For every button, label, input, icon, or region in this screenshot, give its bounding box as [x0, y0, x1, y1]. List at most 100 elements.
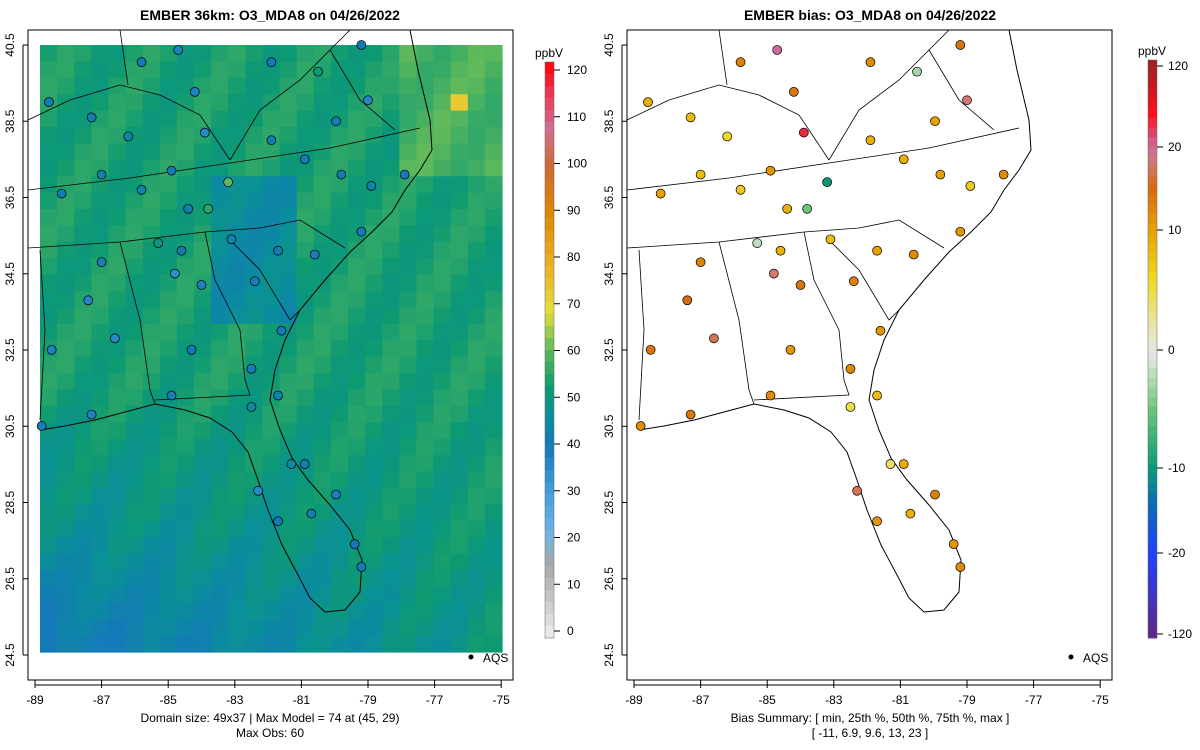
raster-cell — [484, 389, 503, 407]
obs-point — [299, 154, 310, 165]
colorbar-cell — [1148, 618, 1157, 629]
raster-cell — [382, 487, 400, 505]
y-tick-label: 34.5 — [3, 262, 17, 286]
raster-cell — [330, 619, 349, 637]
raster-cell — [245, 520, 264, 538]
raster-cell — [40, 241, 58, 259]
raster-cell — [484, 438, 503, 456]
raster-cell — [57, 225, 75, 243]
raster-cell — [433, 258, 452, 276]
raster-cell — [57, 45, 75, 63]
raster-cell — [416, 487, 435, 505]
raster-cell — [108, 520, 127, 538]
raster-cell — [57, 553, 75, 571]
raster-cell — [382, 274, 400, 292]
raster-cell — [416, 209, 435, 227]
raster-cell — [245, 241, 264, 259]
right-colorbar: 120 20 10 0 -10 -20 -120 — [1147, 59, 1192, 641]
colorbar-cell — [545, 542, 554, 555]
left-title: EMBER 36km: O3_MDA8 on 04/26/2022 — [140, 7, 400, 23]
obs-point — [366, 181, 377, 191]
raster-cell — [348, 520, 366, 538]
raster-cell — [40, 323, 58, 341]
colorbar-cell — [1148, 493, 1157, 504]
obs-point — [199, 127, 210, 138]
raster-cell — [228, 159, 246, 177]
bias-point — [872, 390, 882, 401]
raster-cell — [176, 471, 195, 489]
raster-cell — [279, 225, 298, 243]
raster-cell — [450, 553, 469, 571]
raster-cell — [450, 619, 469, 637]
raster-cell — [330, 258, 349, 276]
raster-cell — [159, 537, 178, 555]
raster-cell — [365, 619, 383, 637]
raster-cell — [416, 405, 435, 423]
raster-cell — [365, 192, 383, 210]
raster-cell — [176, 504, 195, 522]
raster-cell — [125, 569, 144, 587]
raster-cell — [74, 635, 92, 653]
obs-point — [56, 188, 67, 199]
raster-cell — [484, 61, 503, 79]
raster-cell — [211, 274, 229, 292]
raster-cell — [74, 553, 92, 571]
raster-cell — [211, 225, 229, 243]
raster-cell — [313, 602, 332, 620]
right-panel: EMBER bias: O3_MDA8 on 04/26/2022 AQS -8… — [602, 7, 1192, 740]
raster-cell — [330, 520, 349, 538]
raster-cell — [211, 94, 229, 112]
colorbar-label: -20 — [1168, 546, 1186, 560]
raster-cell — [330, 241, 349, 259]
raster-cell — [108, 422, 127, 440]
raster-cell — [313, 209, 332, 227]
raster-cell — [194, 619, 212, 637]
raster-cell — [91, 471, 110, 489]
colorbar-cell — [545, 230, 554, 243]
raster-cell — [450, 127, 469, 145]
raster-cell — [365, 537, 383, 555]
obs-point — [173, 45, 184, 55]
raster-cell — [416, 143, 435, 161]
x-tick-label: -87 — [692, 693, 710, 707]
raster-cell — [159, 340, 178, 358]
raster-cell — [467, 143, 486, 161]
raster-cell — [348, 291, 366, 309]
x-tick-label: -87 — [93, 693, 111, 707]
raster-cell — [40, 291, 58, 309]
raster-cell — [399, 340, 418, 358]
raster-cell — [57, 110, 75, 128]
raster-cell — [262, 373, 281, 391]
raster-cell — [108, 176, 127, 194]
raster-cell — [484, 176, 503, 194]
raster-cell — [211, 192, 229, 210]
raster-cell — [330, 455, 349, 473]
raster-cell — [108, 373, 127, 391]
raster-cell — [416, 274, 435, 292]
raster-cell — [262, 471, 281, 489]
raster-cell — [450, 307, 469, 325]
raster-cell — [245, 176, 264, 194]
raster-cell — [74, 438, 92, 456]
raster-cell — [484, 586, 503, 604]
raster-cell — [194, 389, 212, 407]
raster-cell — [382, 373, 400, 391]
colorbar-cell — [1148, 532, 1157, 543]
raster-cell — [245, 225, 264, 243]
raster-cell — [399, 405, 418, 423]
raster-cell — [262, 77, 281, 95]
raster-cell — [245, 340, 264, 358]
obs-point — [166, 165, 177, 176]
raster-cell — [74, 176, 92, 194]
raster-cell — [108, 127, 127, 145]
raster-cell — [228, 258, 246, 276]
colorbar-cell — [1148, 416, 1157, 427]
raster-cell — [57, 520, 75, 538]
raster-cell — [159, 405, 178, 423]
raster-cell — [108, 602, 127, 620]
raster-cell — [176, 258, 195, 276]
raster-cell — [262, 159, 281, 177]
bias-point — [735, 57, 746, 67]
raster-cell — [313, 553, 332, 571]
raster-cell — [142, 323, 161, 341]
